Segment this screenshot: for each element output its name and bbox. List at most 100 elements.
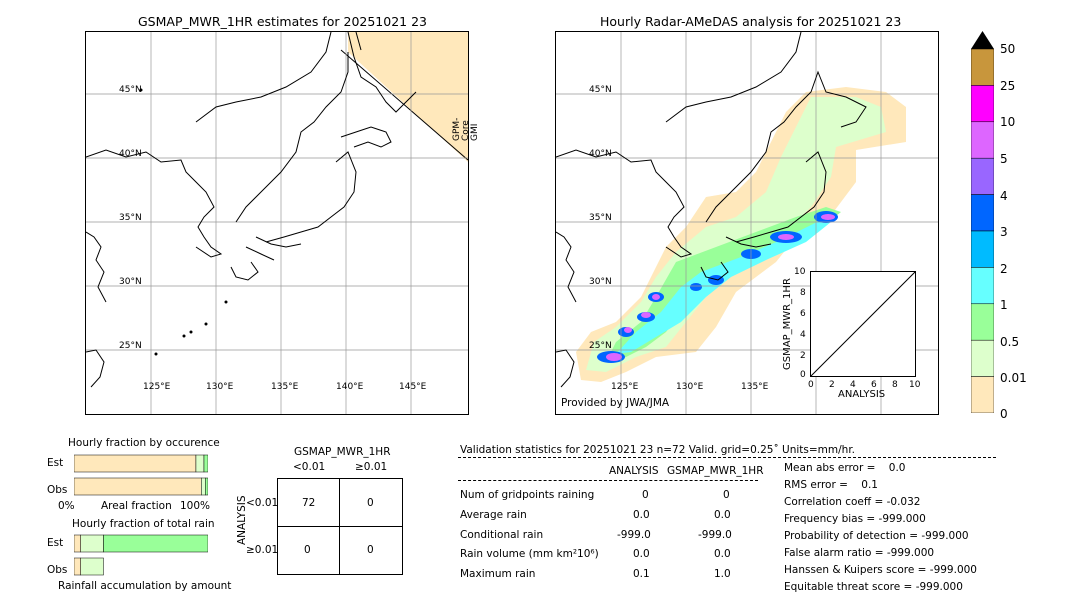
stat-gsmap-3: 0.0 [714,548,731,560]
right-lat-25: 25°N [589,341,612,351]
cbar-label-2: 2 [1000,262,1008,276]
inset-y-0: 0 [800,370,806,380]
right-lat-40: 40°N [589,149,612,159]
left-map-canvas [85,31,469,414]
validation-header: Validation statistics for 20251021 23 n=… [460,444,856,456]
right-lon-130: 130°E [676,382,704,392]
right-map: 45°N 40°N 35°N 30°N 25°N 125°E 130°E 135… [555,31,939,415]
tr-obs-label: Obs [47,564,68,576]
left-lon-145: 145°E [399,382,427,392]
stat-label-2: Conditional rain [460,529,544,541]
occ-x-right: 100% [180,500,211,512]
cbar-label-0.5: 0.5 [1000,335,1020,349]
total-rain-chart [73,531,209,578]
left-lat-40: 40°N [119,149,142,159]
cbar-label-3: 3 [1000,225,1008,239]
left-map: 45°N 40°N 35°N 30°N 25°N 125°E 130°E 135… [85,31,469,415]
inset-x-10: 10 [909,380,921,390]
swath-edge [340,49,469,161]
colorbar-segment-3 [970,157,995,195]
right-lat-45: 45°N [589,85,612,95]
occurrence-bars [73,454,209,496]
left-map-grid [86,32,468,414]
inset-y-8: 8 [800,288,806,298]
colorbar-segment-6 [970,267,995,305]
inset-x-0: 0 [808,380,814,390]
inset-y-4: 4 [800,330,806,340]
left-lat-25: 25°N [119,341,142,351]
stat-analysis-0: 0 [642,489,649,501]
total-rain-bars [73,534,209,576]
left-map-title: GSMAP_MWR_1HR estimates for 20251021 23 [138,14,427,29]
col-gsmap: GSMAP_MWR_1HR [667,465,764,477]
cont-row-lt: <0.01 [246,497,279,509]
colorbar-segment-1 [970,85,995,123]
credit-label: Provided by JWA/JMA [561,397,670,409]
stat-analysis-3: 0.0 [633,548,650,560]
tr-bar-obs-seg-1 [80,557,104,576]
left-lon-140: 140°E [336,382,364,392]
occ-bar-obs-seg-2 [205,477,209,496]
score-2: Correlation coeff = -0.032 [784,496,921,508]
tr-bar-est-seg-2 [103,534,209,553]
stat-label-4: Maximum rain [460,568,536,580]
occ-bar-obs-seg-0 [73,477,202,496]
right-lat-30: 30°N [589,277,612,287]
total-rain-footer: Rainfall accumulation by amount [58,580,232,592]
stat-label-0: Num of gridpoints raining [460,489,595,501]
cbar-label-25: 25 [1000,79,1016,93]
inset-x-8: 8 [892,380,898,390]
occ-obs-label: Obs [47,484,68,496]
occ-bar-est-seg-2 [203,454,209,473]
stat-gsmap-1: 0.0 [714,509,731,521]
inset-y-2: 2 [800,351,806,361]
left-lat-45: 45°N [119,85,142,95]
col-analysis: ANALYSIS [609,465,659,477]
stat-analysis-1: 0.0 [633,509,650,521]
cont-cell-00: 72 [302,497,316,509]
colorbar-segment-5 [970,230,995,268]
cbar-label-10: 10 [1000,115,1016,129]
total-rain-title: Hourly fraction of total rain [72,518,215,530]
colorbar-segment-0 [970,48,995,86]
cont-col-lt: <0.01 [293,461,326,473]
right-map-coastline [555,31,867,388]
tr-bar-obs-seg-0 [73,557,81,576]
stat-analysis-4: 0.1 [633,568,650,580]
score-6: Hanssen & Kuipers score = -999.000 [784,564,977,576]
tr-est-label: Est [47,537,64,549]
tr-bar-est-seg-1 [80,534,104,553]
occurrence-chart [73,451,209,498]
cbar-label-5: 5 [1000,152,1008,166]
validation-divider [458,457,996,458]
left-lat-35: 35°N [119,213,142,223]
inset-x-6: 6 [871,380,877,390]
cont-cell-01: 0 [367,497,374,509]
inset-ylabel: GSMAP_MWR_1HR [782,278,793,370]
left-map-coastline [85,31,417,388]
stat-analysis-2: -999.0 [617,529,651,541]
colorbar-segment-7 [970,303,995,341]
inset-xlabel: ANALYSIS [838,389,886,400]
cont-row-ge: ≥0.01 [246,544,279,556]
stat-gsmap-4: 1.0 [714,568,731,580]
left-lat-30: 30°N [119,277,142,287]
score-0: Mean abs error = 0.0 [784,462,906,474]
table-divider [458,480,758,481]
stat-label-3: Rain volume (mm km²10⁶) [460,548,599,560]
occ-bar-est-seg-0 [73,454,197,473]
occ-est-label: Est [47,457,64,469]
left-lon-135: 135°E [271,382,299,392]
cont-cell-11: 0 [367,544,374,556]
colorbar-extend-arrow [971,31,994,49]
cbar-label-50: 50 [1000,42,1016,56]
cont-col-ge: ≥0.01 [355,461,388,473]
rain-magenta [606,214,835,361]
colorbar-segment-4 [970,194,995,232]
occ-x-left: 0% [58,500,75,512]
stat-gsmap-0: 0 [723,489,730,501]
swath-region [348,32,468,162]
right-map-title: Hourly Radar-AMeDAS analysis for 2025102… [600,14,902,29]
inset-x-2: 2 [829,380,835,390]
inset-y-10: 10 [794,267,806,277]
